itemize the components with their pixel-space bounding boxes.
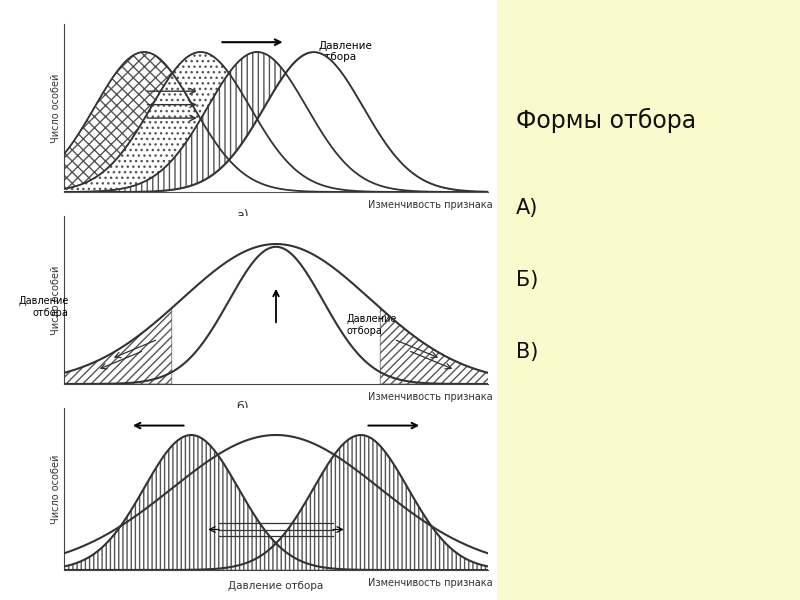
Text: Изменчивость признака: Изменчивость признака <box>368 392 492 403</box>
Text: Давление
отбора: Давление отбора <box>18 296 69 318</box>
Text: б): б) <box>236 401 248 414</box>
Y-axis label: Число особей: Число особей <box>51 73 62 143</box>
Text: Б): Б) <box>516 270 538 290</box>
Text: В): В) <box>516 342 538 362</box>
Text: а): а) <box>236 209 248 222</box>
Text: Изменчивость признака: Изменчивость признака <box>368 578 492 588</box>
Text: Давление
отбора: Давление отбора <box>318 41 372 62</box>
Text: Формы отбора: Формы отбора <box>516 108 696 133</box>
Text: Давление
отбора: Давление отбора <box>346 314 397 336</box>
Text: А): А) <box>516 198 538 218</box>
Y-axis label: Число особей: Число особей <box>51 265 62 335</box>
Y-axis label: Число особей: Число особей <box>51 454 62 524</box>
Text: Давление отбора: Давление отбора <box>228 581 324 591</box>
Text: Изменчивость признака: Изменчивость признака <box>368 200 492 211</box>
